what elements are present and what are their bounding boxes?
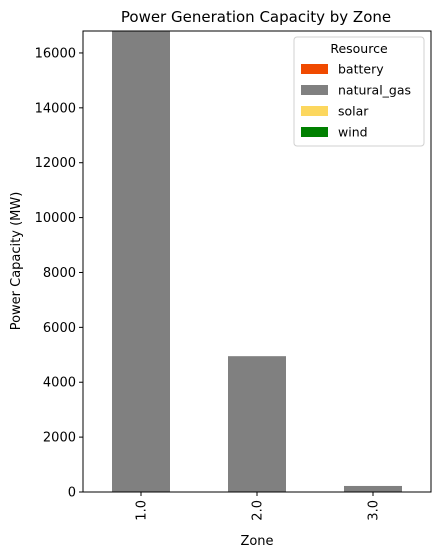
- y-axis-label: Power Capacity (MW): [9, 192, 24, 331]
- legend-label-battery: battery: [338, 62, 384, 77]
- x-tick-label: 1.0: [135, 500, 150, 521]
- y-tick-label: 16000: [35, 46, 76, 61]
- legend-swatch-wind: [301, 127, 328, 137]
- bar-natural_gas-zone-2.0: [228, 356, 286, 492]
- y-axis-ticks: 0 2000 4000 6000 8000 10000 12000 14000 16000: [35, 46, 83, 501]
- legend-label-solar: solar: [338, 104, 369, 119]
- legend-swatch-battery: [301, 64, 328, 74]
- y-tick-label: 6000: [43, 321, 76, 336]
- x-tick-label: 2.0: [251, 500, 266, 521]
- legend-label-wind: wind: [338, 125, 368, 140]
- x-tick-label: 3.0: [367, 500, 382, 521]
- y-tick-label: 2000: [43, 431, 76, 446]
- legend-label-natural_gas: natural_gas: [338, 83, 411, 98]
- y-tick-label: 14000: [35, 101, 76, 116]
- y-tick-label: 8000: [43, 266, 76, 281]
- legend-swatch-solar: [301, 106, 328, 116]
- bar-natural_gas-zone-1.0: [112, 31, 170, 492]
- bar-natural_gas-zone-3.0: [344, 485, 402, 492]
- legend-title: Resource: [330, 41, 388, 56]
- y-tick-label: 12000: [35, 156, 76, 171]
- y-tick-label: 10000: [35, 211, 76, 226]
- legend-swatch-natural_gas: [301, 85, 328, 95]
- bars: [112, 31, 402, 492]
- y-tick-label: 0: [68, 486, 76, 501]
- y-tick-label: 4000: [43, 376, 76, 391]
- plot-area: 0 2000 4000 6000 8000 10000 12000 14000 16000 1.…: [35, 30, 432, 521]
- chart-title: Power Generation Capacity by Zone: [121, 8, 391, 26]
- x-axis-ticks: 1.0 2.0 3.0: [135, 492, 382, 521]
- x-axis-label: Zone: [240, 534, 273, 549]
